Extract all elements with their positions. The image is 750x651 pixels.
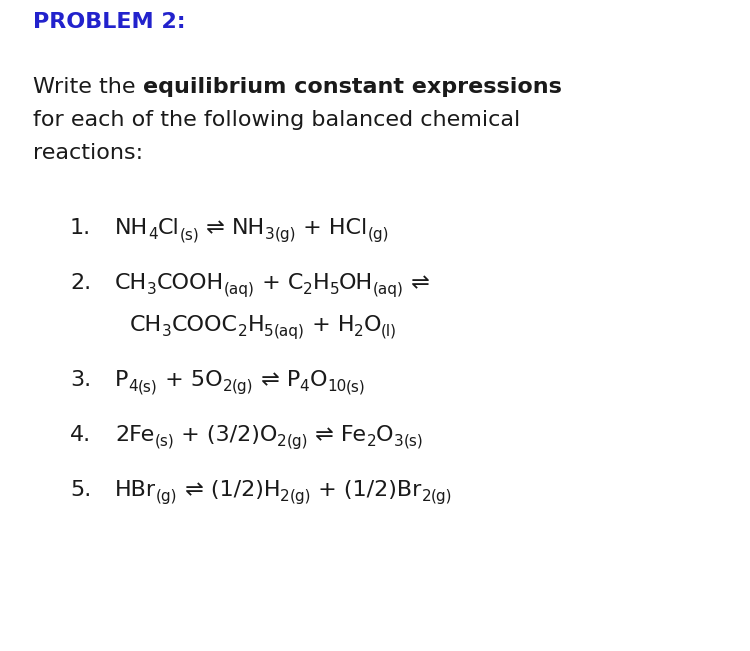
Text: 4.: 4. (70, 425, 92, 445)
Text: 5: 5 (264, 324, 274, 339)
Text: O: O (364, 315, 381, 335)
Text: (g): (g) (275, 227, 296, 242)
Text: (aq): (aq) (374, 282, 404, 297)
Text: (s): (s) (179, 227, 200, 242)
Text: HBr: HBr (115, 480, 156, 500)
Text: 5: 5 (329, 282, 339, 297)
Text: + 5O: + 5O (158, 370, 222, 390)
Text: 2: 2 (422, 489, 431, 504)
Text: OH: OH (339, 273, 374, 293)
Text: CH: CH (130, 315, 162, 335)
Text: 2: 2 (278, 434, 287, 449)
Text: 10: 10 (327, 379, 346, 394)
Text: ⇌ Fe: ⇌ Fe (308, 425, 367, 445)
Text: + (3/2)O: + (3/2)O (174, 425, 278, 445)
Text: 4: 4 (300, 379, 309, 394)
Text: CH: CH (115, 273, 147, 293)
Text: 2: 2 (354, 324, 364, 339)
Text: + H: + H (304, 315, 354, 335)
Text: (aq): (aq) (224, 282, 255, 297)
Text: (s): (s) (404, 434, 423, 449)
Text: PROBLEM 2:: PROBLEM 2: (33, 12, 186, 32)
Text: O: O (376, 425, 394, 445)
Text: O: O (309, 370, 327, 390)
Text: 2: 2 (238, 324, 248, 339)
Text: + HCl: + HCl (296, 218, 368, 238)
Text: (s): (s) (138, 379, 158, 394)
Text: Write the: Write the (33, 77, 142, 97)
Text: P: P (115, 370, 128, 390)
Text: 1.: 1. (70, 218, 92, 238)
Text: (g): (g) (287, 434, 308, 449)
Text: (l): (l) (381, 324, 398, 339)
Text: 2.: 2. (70, 273, 92, 293)
Text: 2: 2 (222, 379, 232, 394)
Text: 2: 2 (280, 489, 290, 504)
Text: (aq): (aq) (274, 324, 304, 339)
Text: (g): (g) (290, 489, 311, 504)
Text: (g): (g) (368, 227, 389, 242)
Text: COOH: COOH (157, 273, 224, 293)
Text: 3.: 3. (70, 370, 92, 390)
Text: ⇌ (1/2)H: ⇌ (1/2)H (178, 480, 280, 500)
Text: ⇌: ⇌ (200, 218, 232, 238)
Text: 4: 4 (128, 379, 138, 394)
Text: (s): (s) (346, 379, 366, 394)
Text: reactions:: reactions: (33, 143, 143, 163)
Text: 3: 3 (266, 227, 275, 242)
Text: COOC: COOC (172, 315, 238, 335)
Text: equilibrium constant expressions: equilibrium constant expressions (142, 77, 562, 97)
Text: 2: 2 (303, 282, 313, 297)
Text: 5.: 5. (70, 480, 92, 500)
Text: NH: NH (115, 218, 148, 238)
Text: + C: + C (255, 273, 303, 293)
Text: H: H (248, 315, 264, 335)
Text: 4: 4 (148, 227, 158, 242)
Text: ⇌: ⇌ (404, 273, 430, 293)
Text: + (1/2)Br: + (1/2)Br (311, 480, 422, 500)
Text: (g): (g) (431, 489, 453, 504)
Text: NH: NH (232, 218, 266, 238)
Text: (g): (g) (232, 379, 254, 394)
Text: 2Fe: 2Fe (115, 425, 154, 445)
Text: Cl: Cl (158, 218, 179, 238)
Text: 3: 3 (394, 434, 404, 449)
Text: ⇌ P: ⇌ P (254, 370, 300, 390)
Text: (s): (s) (154, 434, 174, 449)
Text: for each of the following balanced chemical: for each of the following balanced chemi… (33, 110, 520, 130)
Text: 2: 2 (367, 434, 376, 449)
Text: (g): (g) (156, 489, 178, 504)
Text: 3: 3 (162, 324, 172, 339)
Text: 3: 3 (147, 282, 157, 297)
Text: H: H (313, 273, 329, 293)
